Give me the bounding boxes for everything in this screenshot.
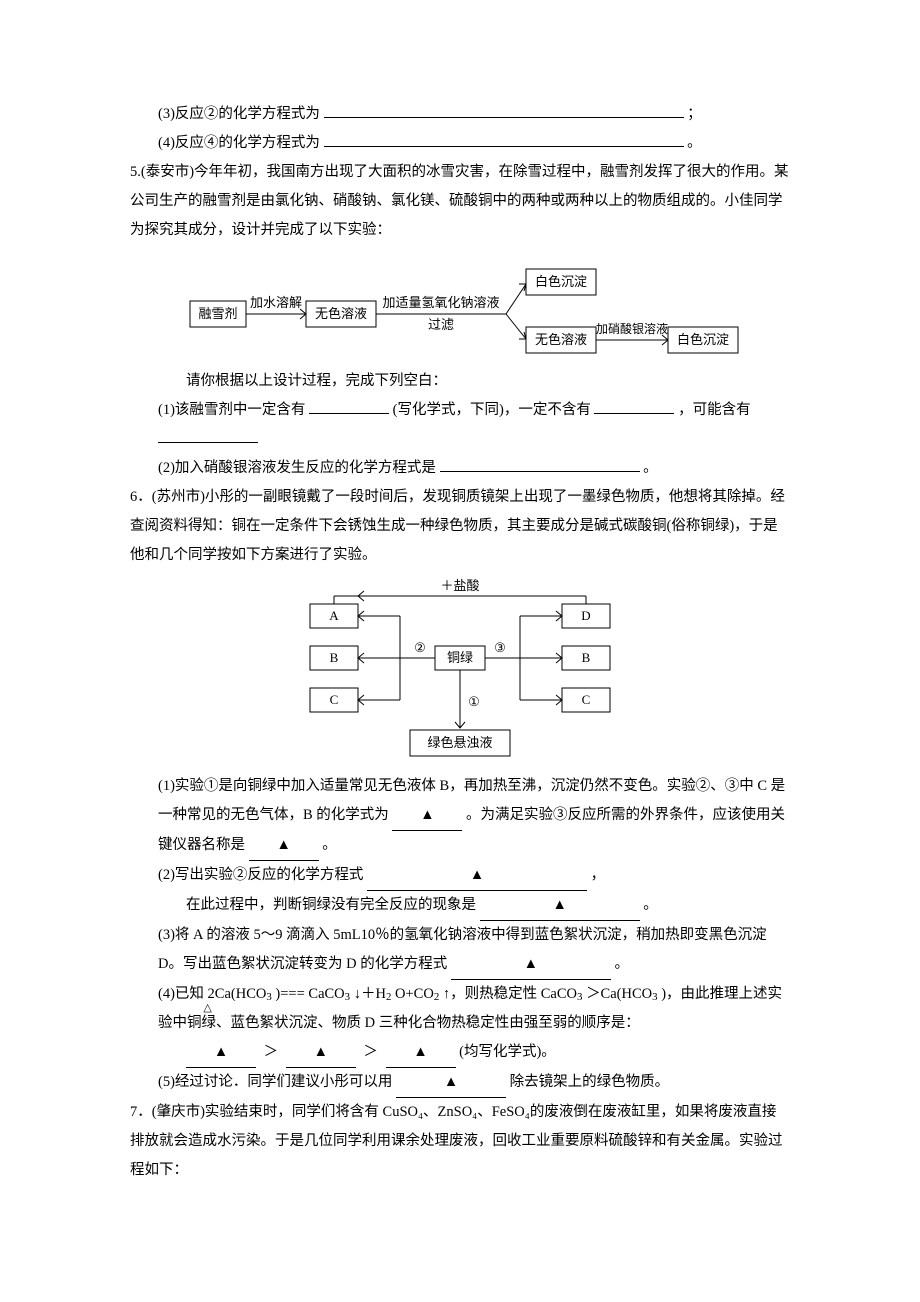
tri-mark: ▲ [420, 807, 434, 823]
q4-part4: (4)反应④的化学方程式为 。 [130, 129, 790, 158]
q6-header: 6．(苏州市)小彤的一副眼镜戴了一段时间后，发现铜质镜架上出现了一墨绿色物质，他… [130, 483, 790, 570]
q6-p4-tail: (均写化学式)。 [459, 1044, 556, 1060]
q6-p2-line1: (2)写出实验②反应的化学方程式 ▲ ， [130, 861, 790, 891]
q6-p4-a2: )=== CaCO [275, 986, 344, 1002]
q6-p2-blank1: ▲ [367, 861, 587, 891]
q6-p3: (3)将 A 的溶液 5～9 滴滴入 5mL10％的氢氧化钠溶液中得到蓝色絮状沉… [130, 921, 790, 980]
tri-mark: ▲ [413, 1044, 427, 1060]
tri-mark: ▲ [524, 956, 538, 972]
delta-mark: △ [203, 997, 211, 1019]
q5-p2-blank [440, 457, 640, 473]
q6-p4: (4)已知 2Ca(HCO3 )=== CaCO3 ↓＋H2 O+CO2 ↑，则… [130, 980, 790, 1038]
q5-box5: 白色沉淀 [677, 332, 729, 347]
q5-header: 5.(泰安市)今年年初，我国南方出现了大面积的冰雪灾害，在除雪过程中，融雪剂发挥… [130, 158, 790, 245]
q5-box2: 无色溶液 [315, 306, 367, 321]
q6-label-3: ③ [494, 640, 506, 655]
q6-bottom-box: 绿色悬浊液 [427, 735, 492, 750]
q6-p1: (1)实验①是向铜绿中加入适量常见无色液体 B，再加热至沸，沉淀仍然不变色。实验… [130, 772, 790, 861]
q6-left-A: A [329, 608, 339, 623]
q5-flow-diagram: 融雪剂 加水溶解 无色溶液 加适量氢氧化钠溶液 过滤 白色沉淀 无色溶液 [180, 251, 740, 361]
q6-p2-c: 在此过程中，判断铜绿没有完全反应的现象是 [186, 897, 476, 913]
q6-label-1: ① [468, 694, 480, 709]
q6-p3-blank: ▲ [451, 950, 611, 980]
q5-box3: 白色沉淀 [535, 274, 587, 289]
q5-after-flow: 请你根据以上设计过程，完成下列空白： [130, 367, 790, 396]
tri-mark: ▲ [552, 897, 566, 913]
tri-mark: ▲ [314, 1044, 328, 1060]
page-container: (3)反应②的化学方程式为 ； (4)反应④的化学方程式为 。 5.(泰安市)今… [0, 0, 920, 1302]
q6-p4-blank1: ▲ [186, 1038, 256, 1068]
q5-box4: 无色溶液 [535, 332, 587, 347]
q5-p1-blank2 [594, 399, 674, 415]
q4-part3-text: (3)反应②的化学方程式为 [158, 106, 320, 122]
q5-p2-end: 。 [643, 460, 658, 476]
q6-label-2: ② [414, 640, 426, 655]
q6-p4-a4: O+CO [395, 986, 434, 1002]
q6-p4-a3: ↓＋H [354, 986, 386, 1002]
q5-p2-a: (2)加入硝酸银溶液发生反应的化学方程式是 [158, 460, 436, 476]
q5-p1-c: ，可能含有 [678, 402, 751, 418]
q6-left-C: C [330, 692, 339, 707]
q4-part4-blank [324, 132, 684, 148]
q7-header: 7．(肇庆市)实验结束时，同学们将含有 CuSO₄、ZnSO₄、FeSO₄的废液… [130, 1098, 790, 1185]
q6-left-B: B [330, 650, 339, 665]
q4-part4-end: 。 [687, 135, 702, 151]
q6-p5-a: (5)经过讨论．同学们建议小彤可以用 [158, 1074, 392, 1090]
q6-p1-c: 。 [322, 837, 337, 853]
q5-p2: (2)加入硝酸银溶液发生反应的化学方程式是 。 [130, 454, 790, 483]
q7-header-text: 7．(肇庆市)实验结束时，同学们将含有 CuSO₄、ZnSO₄、FeSO₄的废液… [130, 1104, 783, 1178]
tri-mark: ▲ [444, 1074, 458, 1090]
q6-diagram: ＋盐酸 A B C 铜绿 D B C ② [280, 576, 640, 766]
q6-header-text: 6．(苏州市)小彤的一副眼镜戴了一段时间后，发现铜质镜架上出现了一墨绿色物质，他… [130, 489, 785, 563]
q6-p4-blank3: ▲ [386, 1038, 456, 1068]
q6-p5-b: 除去镜架上的绿色物质。 [510, 1074, 670, 1090]
q6-right-B: B [582, 650, 591, 665]
q6-p2-a: (2)写出实验②反应的化学方程式 [158, 867, 363, 883]
q4-part3: (3)反应②的化学方程式为 ； [130, 100, 790, 129]
q5-arrow1-label: 加水溶解 [250, 295, 302, 310]
q6-p5-blank: ▲ [396, 1068, 506, 1098]
gt2: ＞ [359, 1044, 382, 1060]
q6-p1-blank1: ▲ [392, 801, 462, 831]
q5-p1: (1)该融雪剂中一定含有 (写化学式，下同)，一定不含有 ，可能含有 [130, 396, 790, 454]
q4-part3-end: ； [687, 106, 702, 122]
q6-p4-a6: ＞Ca(HCO [586, 986, 652, 1002]
tri-mark: ▲ [470, 867, 484, 883]
q6-p4-blank2: ▲ [286, 1038, 356, 1068]
q4-part4-text: (4)反应④的化学方程式为 [158, 135, 320, 151]
q6-p4-a5: ↑，则热稳定性 CaCO [443, 986, 577, 1002]
q5-arrow3-label: 加硝酸银溶液 [596, 321, 668, 336]
gt1: ＞ [260, 1044, 283, 1060]
q5-p1-a: (1)该融雪剂中一定含有 [158, 402, 305, 418]
q6-p1-blank2: ▲ [249, 831, 319, 861]
q5-header-text: 5.(泰安市)今年年初，我国南方出现了大面积的冰雪灾害，在除雪过程中，融雪剂发挥… [130, 164, 789, 238]
q5-arrow2-top: 加适量氢氧化钠溶液 [382, 295, 499, 310]
q6-p4-a: (4)已知 2Ca(HCO [158, 986, 266, 1002]
q6-p5: (5)经过讨论．同学们建议小彤可以用 ▲ 除去镜架上的绿色物质。 [130, 1068, 790, 1098]
q5-p1-blank3 [158, 428, 258, 444]
tri-mark: ▲ [214, 1044, 228, 1060]
q6-p2-line2: 在此过程中，判断铜绿没有完全反应的现象是 ▲ 。 [130, 891, 790, 921]
q6-p2-d: 。 [643, 897, 658, 913]
q5-p1-blank1 [309, 399, 389, 415]
q6-p2-blank2: ▲ [480, 891, 640, 921]
tri-mark: ▲ [276, 837, 290, 853]
q6-top-label: ＋盐酸 [440, 578, 479, 593]
q5-p1-b: (写化学式，下同)，一定不含有 [393, 402, 591, 418]
q6-right-C: C [582, 692, 591, 707]
q5-arrow2-bottom: 过滤 [428, 317, 454, 332]
q6-center: 铜绿 [447, 650, 473, 665]
q6-p2-b: ， [591, 867, 606, 883]
q4-part3-blank [324, 103, 684, 119]
q6-p4-order: ▲ ＞ ▲ ＞ ▲ (均写化学式)。 [130, 1038, 790, 1068]
q6-right-D: D [581, 608, 590, 623]
q5-box1: 融雪剂 [198, 306, 237, 321]
q6-p3-b: 。 [614, 956, 629, 972]
